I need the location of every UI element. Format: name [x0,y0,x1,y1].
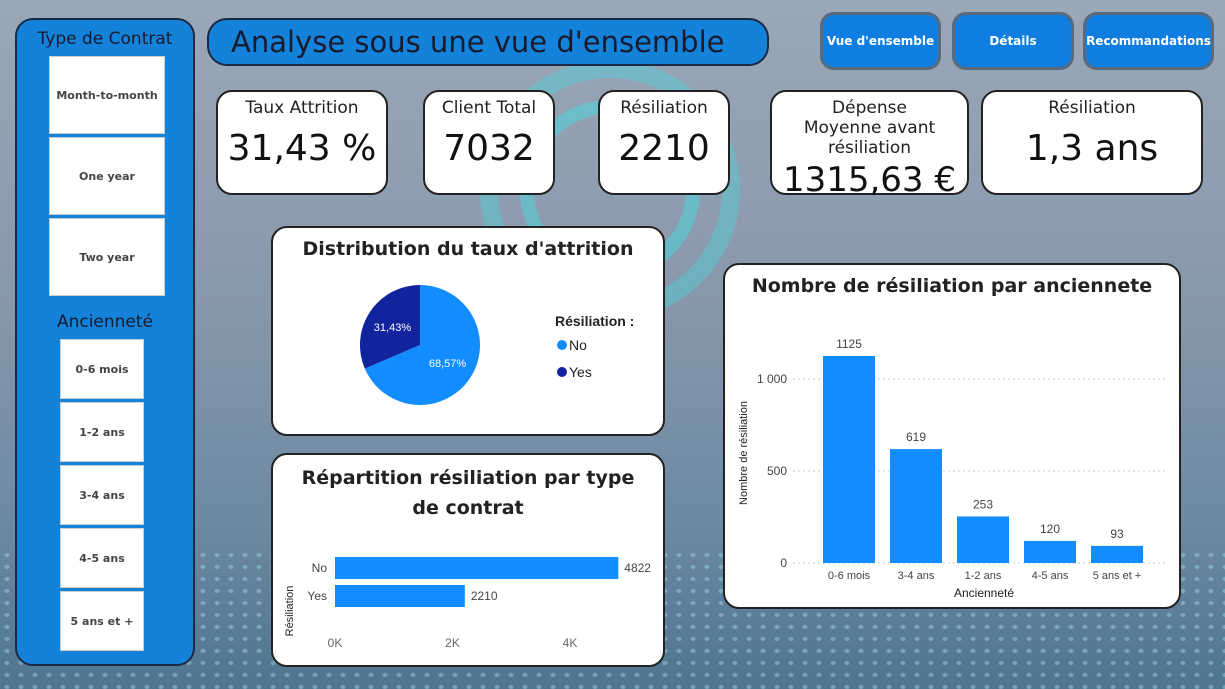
kpi-label: Dépense Moyenne avant résiliation [803,98,936,158]
pie-data-label: 31,43% [374,322,412,334]
bar-4-5-ans[interactable] [1024,540,1076,563]
chart-title: Nombre de résiliation par anciennete [751,275,1153,297]
kpi-value: 31,43 % [227,128,377,169]
slicer-month-to-month[interactable]: Month-to-month [49,56,165,134]
chart-title: Répartition résiliation par type de cont… [301,467,635,519]
kpi-value: 1315,63 € [782,160,957,200]
kpi-value: 7032 [443,128,535,169]
contract-bar-chart: Résiliation No 4822 Yes 2210 0K 2K 4K [284,557,651,650]
slicer-1-2-ans[interactable]: 1-2 ans [60,402,144,462]
pie-chart: 68,57% 31,43% Résiliation : No Yes [360,285,634,405]
bar-0-6-mois[interactable] [823,356,875,563]
data-label: 120 [1040,522,1060,536]
contract-filter-title: Type de Contrat [37,29,173,49]
category-label: 4-5 ans [1032,570,1069,582]
nav-recommendations-button[interactable]: Recommandations [1083,12,1214,70]
x-axis-label: Ancienneté [954,586,1014,600]
slicer-two-year[interactable]: Two year [49,218,165,296]
page-title: Analyse sous une vue d'ensemble [207,18,769,66]
category-label: 1-2 ans [965,570,1002,582]
tenure-bar-chart-card: Nombre de résiliation par anciennete Nom… [723,263,1181,609]
pie-slice-yes[interactable] [360,285,420,369]
y-tick-label: 1 000 [757,372,787,386]
category-label: 3-4 ans [898,570,935,582]
chart-title: Distribution du taux d'attrition [302,238,634,260]
data-label: 93 [1110,527,1124,541]
kpi-card-churn-tenure: Résiliation 1,3 ans [981,90,1203,195]
y-axis-label: Nombre de résiliation [738,401,750,505]
bar-yes[interactable] [335,585,465,607]
pie-slice-no[interactable] [364,285,480,405]
category-label: 5 ans et + [1093,570,1142,582]
bar-5-ans-et-plus[interactable] [1091,545,1143,563]
kpi-card-total-clients: Client Total 7032 [423,90,555,195]
kpi-value: 2210 [618,128,710,169]
legend-marker-yes [557,367,567,377]
y-tick-label: 500 [767,464,787,478]
bar-no[interactable] [335,557,619,579]
kpi-label: Résiliation [620,98,708,118]
x-tick-label: 2K [445,636,460,650]
data-label: 1125 [836,337,862,351]
category-label: 0-6 mois [828,570,871,582]
kpi-card-attrition-rate: Taux Attrition 31,43 % [216,90,388,195]
bar-3-4-ans[interactable] [890,449,942,563]
category-label: No [312,561,328,575]
y-axis-label: Résiliation [284,586,296,637]
slicer-4-5-ans[interactable]: 4-5 ans [60,528,144,588]
kpi-label: Taux Attrition [245,98,359,118]
contract-bar-chart-card: Répartition résiliation par type de cont… [271,453,665,667]
slicer-5-ans-et-plus[interactable]: 5 ans et + [60,591,144,651]
kpi-card-average-spend: Dépense Moyenne avant résiliation 1315,6… [770,90,969,200]
kpi-card-churn-count: Résiliation 2210 [598,90,730,195]
y-tick-label: 0 [780,556,787,570]
x-tick-label: 0K [328,636,343,650]
legend-title: Résiliation : [555,313,634,329]
legend-marker-no [557,340,567,350]
data-label: 253 [973,497,993,511]
tenure-bar-chart: Nombre de résiliation Ancienneté 0 500 1 0… [738,337,1167,600]
x-tick-label: 4K [563,636,578,650]
data-label: 4822 [624,561,651,575]
nav-details-button[interactable]: Détails [952,12,1074,70]
category-label: Yes [307,589,327,603]
nav-overview-button[interactable]: Vue d'ensemble [820,12,941,70]
kpi-value: 1,3 ans [1025,128,1159,169]
tenure-filter-title: Ancienneté [56,312,154,332]
kpi-label: Résiliation [1048,98,1136,118]
slicer-one-year[interactable]: One year [49,137,165,215]
filter-panel: Type de Contrat Month-to-month One year … [15,18,195,666]
slicer-3-4-ans[interactable]: 3-4 ans [60,465,144,525]
data-label: 619 [906,430,926,444]
pie-data-label: 68,57% [429,358,467,370]
pie-chart-card: Distribution du taux d'attrition 68,57% 3… [271,226,665,436]
kpi-label: Client Total [441,98,537,118]
legend-label-no: No [569,337,587,353]
legend-label-yes: Yes [569,364,592,380]
slicer-0-6-mois[interactable]: 0-6 mois [60,339,144,399]
bar-1-2-ans[interactable] [957,516,1009,563]
data-label: 2210 [471,589,498,603]
